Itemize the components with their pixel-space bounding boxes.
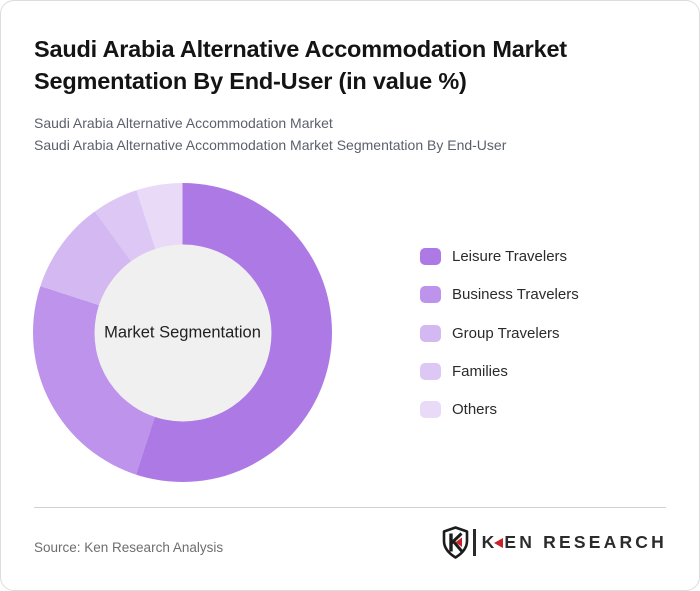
ken-research-shield-icon	[442, 525, 469, 559]
page-title: Saudi Arabia Alternative Accommodation M…	[34, 36, 567, 94]
legend-swatch	[420, 362, 441, 380]
legend-label: Others	[452, 401, 498, 419]
legend-swatch	[420, 324, 441, 342]
subtitle-line-2: Saudi Arabia Alternative Accommodation M…	[34, 136, 507, 153]
legend-item-others[interactable]: Others	[420, 401, 579, 419]
red-triangle-icon	[494, 538, 504, 548]
legend-label: Leisure Travelers	[452, 248, 568, 265]
logo-rest: EN RESEARCH	[504, 531, 667, 552]
legend-item-leisure-travelers[interactable]: Leisure Travelers	[420, 248, 579, 265]
legend-item-business-travelers[interactable]: Business Travelers	[420, 286, 579, 304]
legend-label: Families	[452, 362, 508, 380]
legend-label: Business Travelers	[452, 286, 579, 304]
ken-research-logo: K EN RESEARCH	[442, 525, 667, 559]
donut-center-label: Market Segmentation	[104, 323, 261, 341]
legend-swatch	[420, 401, 441, 419]
logo-divider-bar	[473, 528, 476, 556]
logo-wordmark: K EN RESEARCH	[482, 532, 667, 553]
donut-chart[interactable]: Market Segmentation	[33, 183, 332, 482]
footer-divider	[34, 507, 666, 508]
logo-letter-k: K	[481, 531, 498, 552]
source-text: Source: Ken Research Analysis	[34, 540, 224, 555]
legend-swatch	[420, 286, 441, 304]
subtitle-line-1: Saudi Arabia Alternative Accommodation M…	[34, 115, 333, 131]
legend-swatch	[420, 248, 441, 265]
donut-center-circle: Market Segmentation	[94, 244, 271, 421]
legend-item-group-travelers[interactable]: Group Travelers	[420, 324, 579, 342]
chart-subtitle: Saudi Arabia Alternative Accommodation M…	[34, 113, 506, 156]
legend-label: Group Travelers	[452, 324, 560, 342]
chart-legend: Leisure Travelers Business Travelers Gro…	[420, 248, 579, 439]
legend-item-families[interactable]: Families	[420, 362, 579, 380]
